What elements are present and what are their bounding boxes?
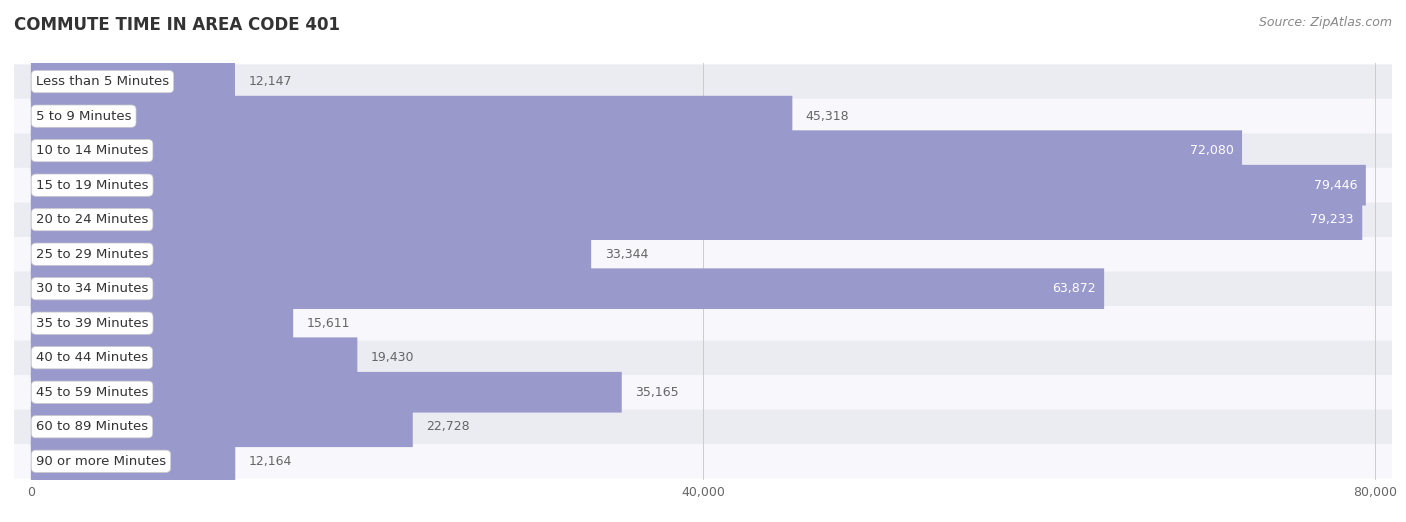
FancyBboxPatch shape — [0, 64, 1406, 99]
FancyBboxPatch shape — [0, 306, 1406, 340]
Text: 60 to 89 Minutes: 60 to 89 Minutes — [37, 420, 148, 433]
FancyBboxPatch shape — [31, 303, 294, 343]
FancyBboxPatch shape — [31, 337, 357, 378]
Text: 79,446: 79,446 — [1315, 179, 1357, 192]
Text: 19,430: 19,430 — [371, 351, 415, 364]
FancyBboxPatch shape — [0, 168, 1406, 203]
Text: Less than 5 Minutes: Less than 5 Minutes — [37, 75, 169, 88]
FancyBboxPatch shape — [0, 237, 1406, 271]
Text: 30 to 34 Minutes: 30 to 34 Minutes — [37, 282, 148, 295]
Text: 15,611: 15,611 — [307, 317, 350, 330]
Text: 40 to 44 Minutes: 40 to 44 Minutes — [37, 351, 148, 364]
Text: 63,872: 63,872 — [1052, 282, 1095, 295]
Text: 12,147: 12,147 — [249, 75, 292, 88]
FancyBboxPatch shape — [31, 199, 1362, 240]
Text: COMMUTE TIME IN AREA CODE 401: COMMUTE TIME IN AREA CODE 401 — [14, 16, 340, 33]
Text: 90 or more Minutes: 90 or more Minutes — [37, 455, 166, 468]
Text: 35 to 39 Minutes: 35 to 39 Minutes — [37, 317, 149, 330]
Text: 20 to 24 Minutes: 20 to 24 Minutes — [37, 213, 148, 226]
FancyBboxPatch shape — [31, 372, 621, 412]
Text: 79,233: 79,233 — [1310, 213, 1354, 226]
FancyBboxPatch shape — [31, 234, 591, 275]
FancyBboxPatch shape — [0, 271, 1406, 306]
FancyBboxPatch shape — [0, 444, 1406, 479]
FancyBboxPatch shape — [31, 96, 793, 136]
Text: 12,164: 12,164 — [249, 455, 292, 468]
Text: 5 to 9 Minutes: 5 to 9 Minutes — [37, 110, 131, 123]
Text: 10 to 14 Minutes: 10 to 14 Minutes — [37, 144, 148, 157]
FancyBboxPatch shape — [31, 407, 413, 447]
FancyBboxPatch shape — [31, 441, 235, 482]
Text: 35,165: 35,165 — [636, 386, 679, 399]
Text: 15 to 19 Minutes: 15 to 19 Minutes — [37, 179, 149, 192]
Text: 22,728: 22,728 — [426, 420, 470, 433]
FancyBboxPatch shape — [31, 130, 1241, 171]
Text: 45,318: 45,318 — [806, 110, 849, 123]
Text: Source: ZipAtlas.com: Source: ZipAtlas.com — [1258, 16, 1392, 29]
FancyBboxPatch shape — [31, 61, 235, 102]
FancyBboxPatch shape — [0, 375, 1406, 409]
FancyBboxPatch shape — [0, 340, 1406, 375]
FancyBboxPatch shape — [31, 165, 1365, 206]
FancyBboxPatch shape — [0, 203, 1406, 237]
Text: 72,080: 72,080 — [1189, 144, 1233, 157]
Text: 45 to 59 Minutes: 45 to 59 Minutes — [37, 386, 148, 399]
FancyBboxPatch shape — [31, 268, 1104, 309]
FancyBboxPatch shape — [0, 409, 1406, 444]
Text: 25 to 29 Minutes: 25 to 29 Minutes — [37, 247, 149, 260]
Text: 33,344: 33,344 — [605, 247, 648, 260]
FancyBboxPatch shape — [0, 134, 1406, 168]
FancyBboxPatch shape — [0, 99, 1406, 134]
